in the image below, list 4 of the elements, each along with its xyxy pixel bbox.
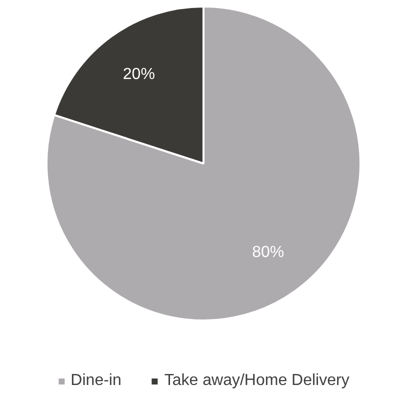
data-label: 80% xyxy=(252,244,284,261)
legend-label: Dine-in xyxy=(70,372,122,390)
legend-label: Take away/Home Delivery xyxy=(164,372,350,390)
data-label: 20% xyxy=(122,66,155,84)
